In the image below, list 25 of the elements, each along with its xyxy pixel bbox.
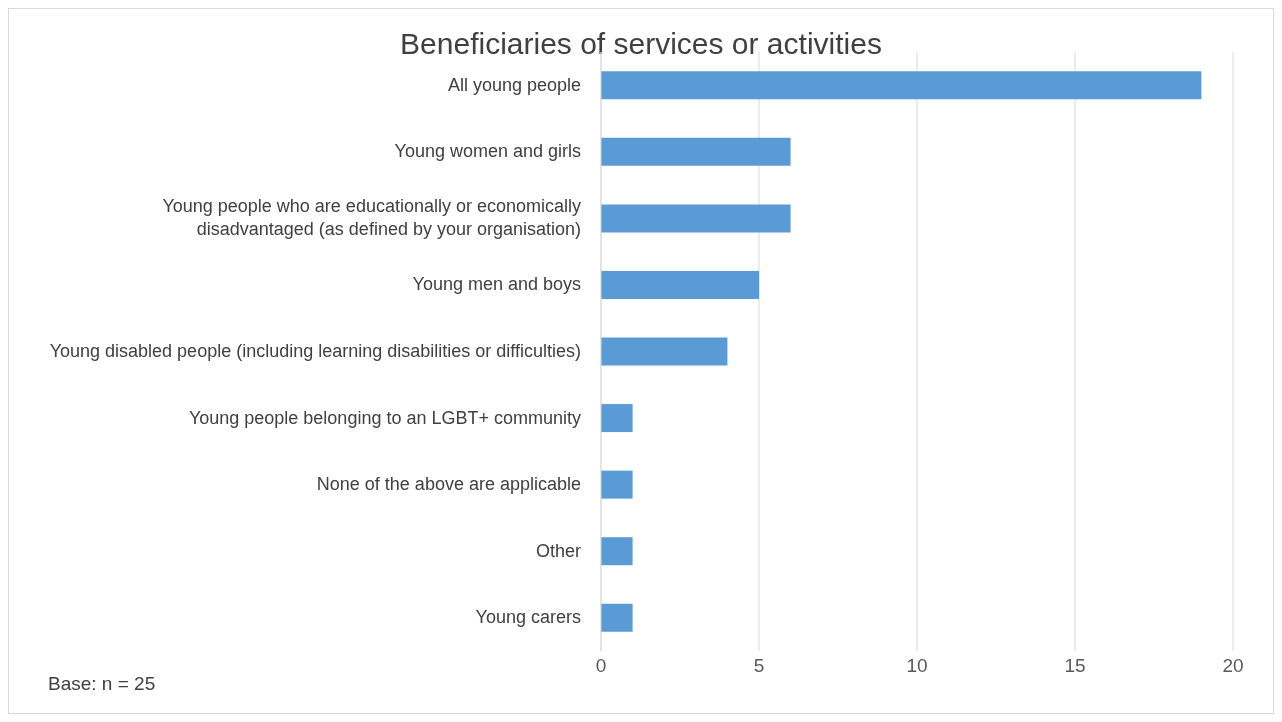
note: Base: n = 25 [48,673,156,695]
bar [601,537,633,566]
bar [601,337,728,366]
y-tick-label: Young people who are educationally or economically disadvantaged (as defined by your organisation) [161,195,581,242]
bar [601,204,791,233]
y-tick-label: Young disabled people (including learning disabilities or difficulties) [49,340,581,363]
x-tick-label: 0 [595,655,607,677]
bar [601,270,759,299]
bar [601,470,633,499]
y-tick-label: Other [535,539,581,563]
bar [601,137,791,166]
y-tick-label: None of the above are applicable [316,473,581,497]
y-tick-label: Young women and girls [394,140,581,164]
x-tick-label: 20 [1222,655,1244,677]
bar [601,404,633,433]
y-tick-label: All young people [447,73,581,97]
bar [601,603,633,632]
x-tick-label: 10 [906,655,928,677]
bar [601,71,1202,100]
y-tick-label: Young carers [475,606,581,630]
y-tick-label: Young people belonging to an LGBT+ community [188,406,581,430]
y-tick-label: Young men and boys [412,273,581,297]
chart-title: Beneficiaries of services or activities [399,27,883,61]
x-tick-label: 5 [753,655,765,677]
x-tick-label: 15 [1064,655,1086,677]
